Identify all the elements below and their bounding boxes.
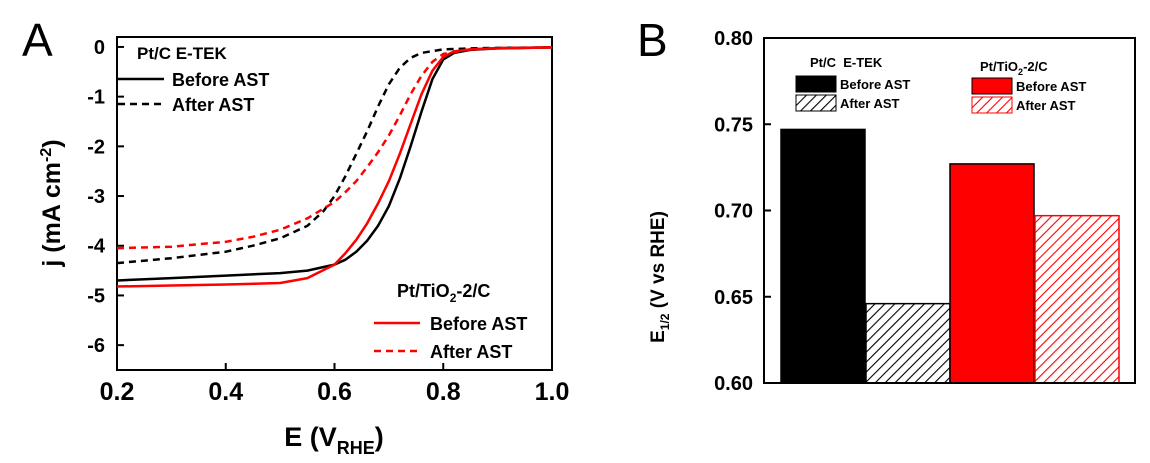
series-line-pttio2-after: [116, 46, 553, 250]
panel-a-y-tick-label: -3: [87, 186, 105, 208]
panel-a-x-tick-label: 0.8: [426, 378, 461, 406]
panel-b-legend-label-after-red: After AST: [1016, 98, 1076, 113]
panel-a-y-tick-label: -4: [87, 236, 106, 258]
panel-b-y-axis-label: E1/2 (V vs RHE): [648, 211, 672, 343]
panel-b-legend-swatch-after-black: [795, 94, 837, 112]
panel-a-x-ticks: 0.2 0.4 0.6 0.8 1.0: [100, 363, 570, 406]
panel-b-y-ticks: 0.60 0.65 0.70 0.75 0.80: [714, 28, 771, 395]
panel-a-x-tick-label: 0.2: [100, 378, 135, 406]
panel-a-x-axis-label: E (VRHE): [284, 422, 384, 458]
panel-b-legend-swatch-before-black: [795, 75, 837, 93]
panel-a-y-tick-label: -6: [87, 335, 105, 357]
panel-a-legend-title-pt-c: Pt/C E-TEK: [137, 44, 227, 63]
panel-b-bars: [780, 128, 1120, 384]
panel-a-y-tick-label: 0: [94, 37, 105, 59]
panel-b-y-tick-label: 0.65: [714, 287, 753, 309]
panel-a-x-tick-label: 0.4: [208, 378, 243, 406]
panel-a-legend-title-pt-tio2: Pt/TiO2-2/C: [397, 281, 490, 305]
panel-b-y-tick-label: 0.70: [714, 201, 753, 223]
panel-b-y-tick-label: 0.80: [714, 28, 753, 50]
panel-b-legend-title-pt-c: Pt/C E-TEK: [810, 55, 883, 70]
panel-b-y-tick-label: 0.60: [714, 373, 753, 395]
panel-a-legend-pt-tio2: Pt/TiO2-2/C Before AST After AST: [374, 281, 527, 362]
panel-a-series-lines: [116, 46, 553, 288]
bar-ptc-after: [865, 302, 951, 384]
panel-a-label: A: [22, 14, 53, 66]
panel-b-legend-label-before-red: Before AST: [1016, 79, 1086, 94]
panel-b-legend-pt-c: Pt/C E-TEK Before AST After AST: [795, 55, 910, 112]
panel-a-y-ticks: 0 -1 -2 -3 -4 -5 -6: [87, 37, 124, 357]
bar-pttio2-before: [949, 163, 1035, 384]
panel-a-y-tick-label: -5: [87, 285, 105, 307]
panel-b-label: B: [637, 14, 668, 66]
panel-b-legend-title-pt-tio2: Pt/TiO2-2/C: [980, 59, 1048, 77]
series-line-ptc-after: [116, 46, 553, 265]
panel-a-legend-label-after-red: After AST: [430, 342, 512, 362]
panel-b-y-tick-label: 0.75: [714, 114, 753, 136]
panel-b-legend-pt-tio2: Pt/TiO2-2/C Before AST After AST: [971, 59, 1086, 114]
panel-a-y-axis-label: j (mA cm-2): [38, 139, 66, 267]
bar-ptc-before: [780, 128, 866, 384]
panel-b: B 0.60 0.65 0.70 0.75 0.80 E1/2 (V vs RHE) P…: [637, 14, 1136, 395]
panel-a-y-tick-label: -2: [87, 136, 105, 158]
panel-a: A 0 -1 -2 -3 -4 -5 -6 0.2 0.4 0.6 0.8 1.0 j (mA cm…: [22, 14, 569, 458]
panel-a-x-tick-label: 0.6: [317, 378, 352, 406]
panel-a-legend-label-before-black: Before AST: [172, 70, 269, 90]
panel-b-legend-swatch-after-red: [971, 96, 1013, 114]
panel-a-legend-pt-c: Pt/C E-TEK Before AST After AST: [118, 44, 269, 115]
panel-a-x-tick-label: 1.0: [535, 378, 570, 406]
panel-a-y-tick-label: -1: [87, 87, 105, 109]
panel-b-legend-label-after-black: After AST: [840, 96, 900, 111]
panel-a-legend-label-after-black: After AST: [172, 95, 254, 115]
panel-b-legend-swatch-before-red: [971, 77, 1013, 95]
panel-a-legend-label-before-red: Before AST: [430, 314, 527, 334]
panel-b-legend-label-before-black: Before AST: [840, 77, 910, 92]
bar-pttio2-after: [1034, 214, 1120, 384]
